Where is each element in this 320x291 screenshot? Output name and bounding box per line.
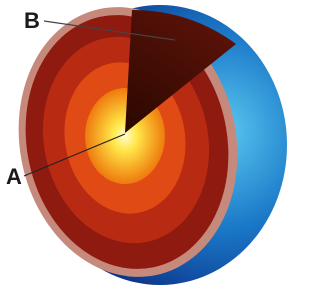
earth-diagram: B A [0,0,289,291]
label-b: B [24,8,40,33]
label-a: A [6,164,22,189]
earth [0,0,287,291]
